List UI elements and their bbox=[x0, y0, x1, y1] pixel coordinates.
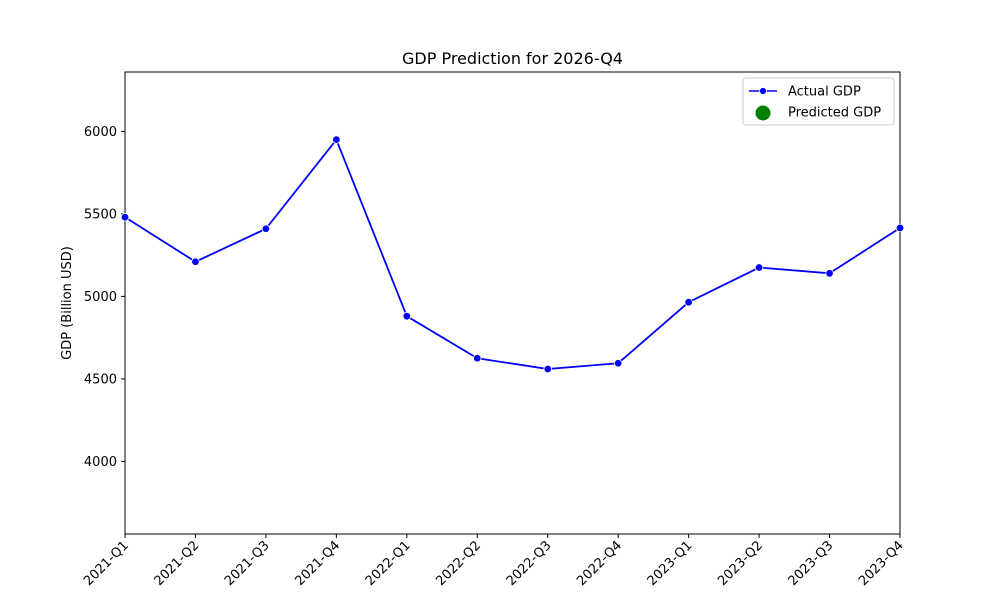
data-point bbox=[895, 223, 905, 233]
series-line-actual-gdp bbox=[124, 138, 901, 370]
legend-box bbox=[742, 77, 895, 126]
y-tick-label: 5500 bbox=[84, 207, 117, 222]
data-point bbox=[332, 135, 341, 144]
legend-marker-actual bbox=[759, 87, 767, 95]
data-point bbox=[402, 312, 412, 321]
plot-frame bbox=[124, 71, 901, 535]
x-tick-label: 2023-Q2 bbox=[715, 538, 766, 589]
y-axis-ticks: 4000 4500 5000 5500 6000 bbox=[84, 125, 125, 470]
y-tick-label: 4000 bbox=[84, 455, 117, 470]
x-axis-ticks: 2021-Q1 2021-Q2 2021-Q3 2021-Q4 2022-Q1 2022-… bbox=[81, 534, 907, 589]
legend-marker-predicted bbox=[755, 105, 771, 121]
y-tick-label: 4500 bbox=[84, 372, 117, 387]
x-tick-label: 2021-Q3 bbox=[222, 538, 273, 589]
x-tick-label: 2023-Q3 bbox=[786, 538, 837, 589]
series-layer bbox=[120, 135, 905, 374]
x-tick-label: 2023-Q4 bbox=[856, 538, 907, 589]
chart-title: GDP Prediction for 2026-Q4 bbox=[402, 49, 623, 68]
y-axis-label: GDP (Billion USD) bbox=[60, 246, 75, 360]
x-tick-label: 2022-Q1 bbox=[363, 538, 414, 589]
y-tick-label: 5000 bbox=[84, 290, 117, 305]
legend-label-actual: Actual GDP bbox=[788, 85, 861, 100]
data-point bbox=[261, 224, 271, 233]
data-point bbox=[754, 263, 764, 272]
legend-label-predicted: Predicted GDP bbox=[788, 106, 881, 121]
x-tick-label: 2023-Q1 bbox=[645, 538, 696, 589]
y-tick-label: 6000 bbox=[84, 125, 117, 140]
data-point bbox=[684, 297, 693, 307]
legend: Actual GDP Predicted GDP bbox=[742, 77, 895, 126]
x-tick-label: 2021-Q2 bbox=[152, 538, 203, 589]
x-tick-label: 2021-Q1 bbox=[81, 538, 132, 589]
data-point bbox=[825, 269, 834, 278]
data-point bbox=[613, 359, 623, 368]
data-point bbox=[191, 257, 200, 266]
data-point bbox=[543, 364, 552, 374]
x-tick-label: 2021-Q4 bbox=[292, 538, 343, 589]
data-point bbox=[473, 354, 482, 363]
data-point bbox=[120, 212, 130, 222]
x-tick-label: 2022-Q2 bbox=[433, 538, 484, 589]
x-tick-label: 2022-Q3 bbox=[504, 538, 555, 589]
x-tick-label: 2022-Q4 bbox=[574, 538, 625, 589]
